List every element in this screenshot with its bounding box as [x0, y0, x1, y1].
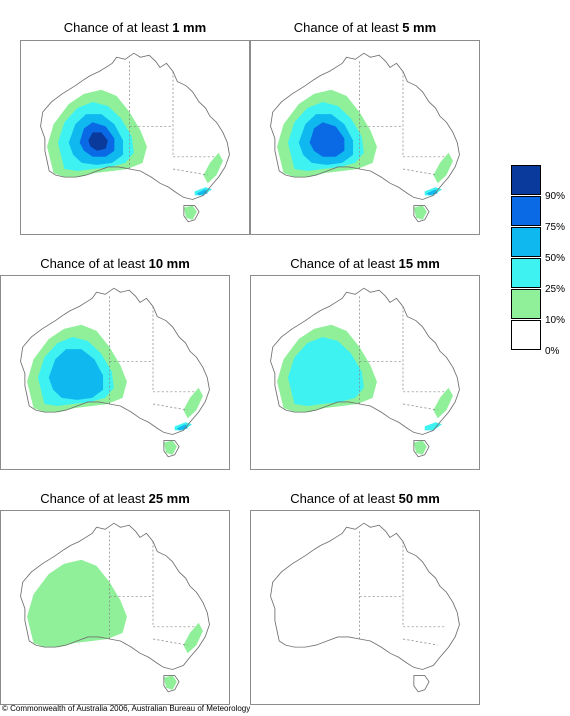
rain-zone-c75 [309, 122, 345, 157]
legend-swatch-25 [511, 258, 541, 288]
rainfall-map-1mm [20, 40, 250, 235]
coastline [20, 287, 210, 435]
rain-zone-c90 [88, 132, 108, 151]
tasmania-coastline [413, 440, 430, 458]
australia-map [40, 52, 230, 223]
rain-zone-c10 [183, 387, 203, 419]
australia-map [270, 52, 460, 223]
legend-swatch-90 [511, 165, 541, 195]
rain-zone-c25 [287, 336, 364, 407]
australia-map [20, 522, 210, 693]
rainfall-map-25mm [0, 510, 230, 705]
state-border [402, 638, 438, 646]
coastline [270, 52, 460, 200]
australia-map [20, 287, 210, 458]
legend-label-25: 25% [545, 284, 566, 295]
coastline [270, 287, 460, 435]
coastline [40, 52, 230, 200]
coastline [20, 522, 210, 670]
rain-zone-c10 [203, 152, 223, 184]
legend-swatch-0 [511, 320, 541, 350]
panel-title: Chance of at least 50 mm [290, 491, 440, 506]
rain-zone-c25 [424, 422, 443, 431]
legend-swatch-50 [511, 227, 541, 257]
legend-label-75: 75% [545, 222, 566, 233]
tasmania-coastline [413, 205, 430, 223]
panel-title: Chance of at least 5 mm [293, 20, 437, 35]
rain-zone-c10 [433, 387, 453, 419]
state-border [152, 403, 188, 411]
rain-zone-c10 [163, 440, 177, 455]
state-border [152, 638, 188, 646]
legend-label-90: 90% [545, 191, 566, 202]
legend-label-50: 50% [545, 253, 566, 264]
panel-title: Chance of at least 15 mm [290, 256, 440, 271]
panel-title: Chance of at least 10 mm [40, 256, 190, 271]
state-border [172, 168, 208, 176]
rain-zone-c10 [163, 675, 177, 690]
tasmania-coastline [163, 440, 180, 458]
tasmania-coastline [183, 205, 200, 223]
rain-zone-c10 [183, 622, 203, 654]
rain-zone-c10 [413, 440, 427, 455]
coastline [270, 522, 460, 670]
rain-zone-c10 [433, 152, 453, 184]
tasmania [413, 675, 430, 692]
rain-zone-c10 [413, 205, 427, 220]
rainfall-map-5mm [250, 40, 480, 235]
panel-title: Chance of at least 1 mm [63, 20, 207, 35]
legend-label-0: 0% [545, 346, 560, 357]
legend-swatch-10 [511, 289, 541, 319]
australia-map [270, 287, 460, 458]
panel-title: Chance of at least 25 mm [40, 491, 190, 506]
tasmania-coastline [163, 675, 180, 693]
rain-zone-c10 [27, 559, 127, 648]
legend-swatch-75 [511, 196, 541, 226]
rain-zone-c10 [183, 205, 197, 220]
australia-map [270, 522, 460, 693]
copyright-footer: © Commonwealth of Australia 2006, Austra… [2, 704, 251, 713]
tasmania-coastline [413, 675, 430, 693]
state-border [402, 403, 438, 411]
rain-zone-c50 [48, 349, 104, 400]
rainfall-map-15mm [250, 275, 480, 470]
state-border [402, 168, 438, 176]
rainfall-map-10mm [0, 275, 230, 470]
rainfall-map-50mm [250, 510, 480, 705]
legend-label-10: 10% [545, 315, 566, 326]
